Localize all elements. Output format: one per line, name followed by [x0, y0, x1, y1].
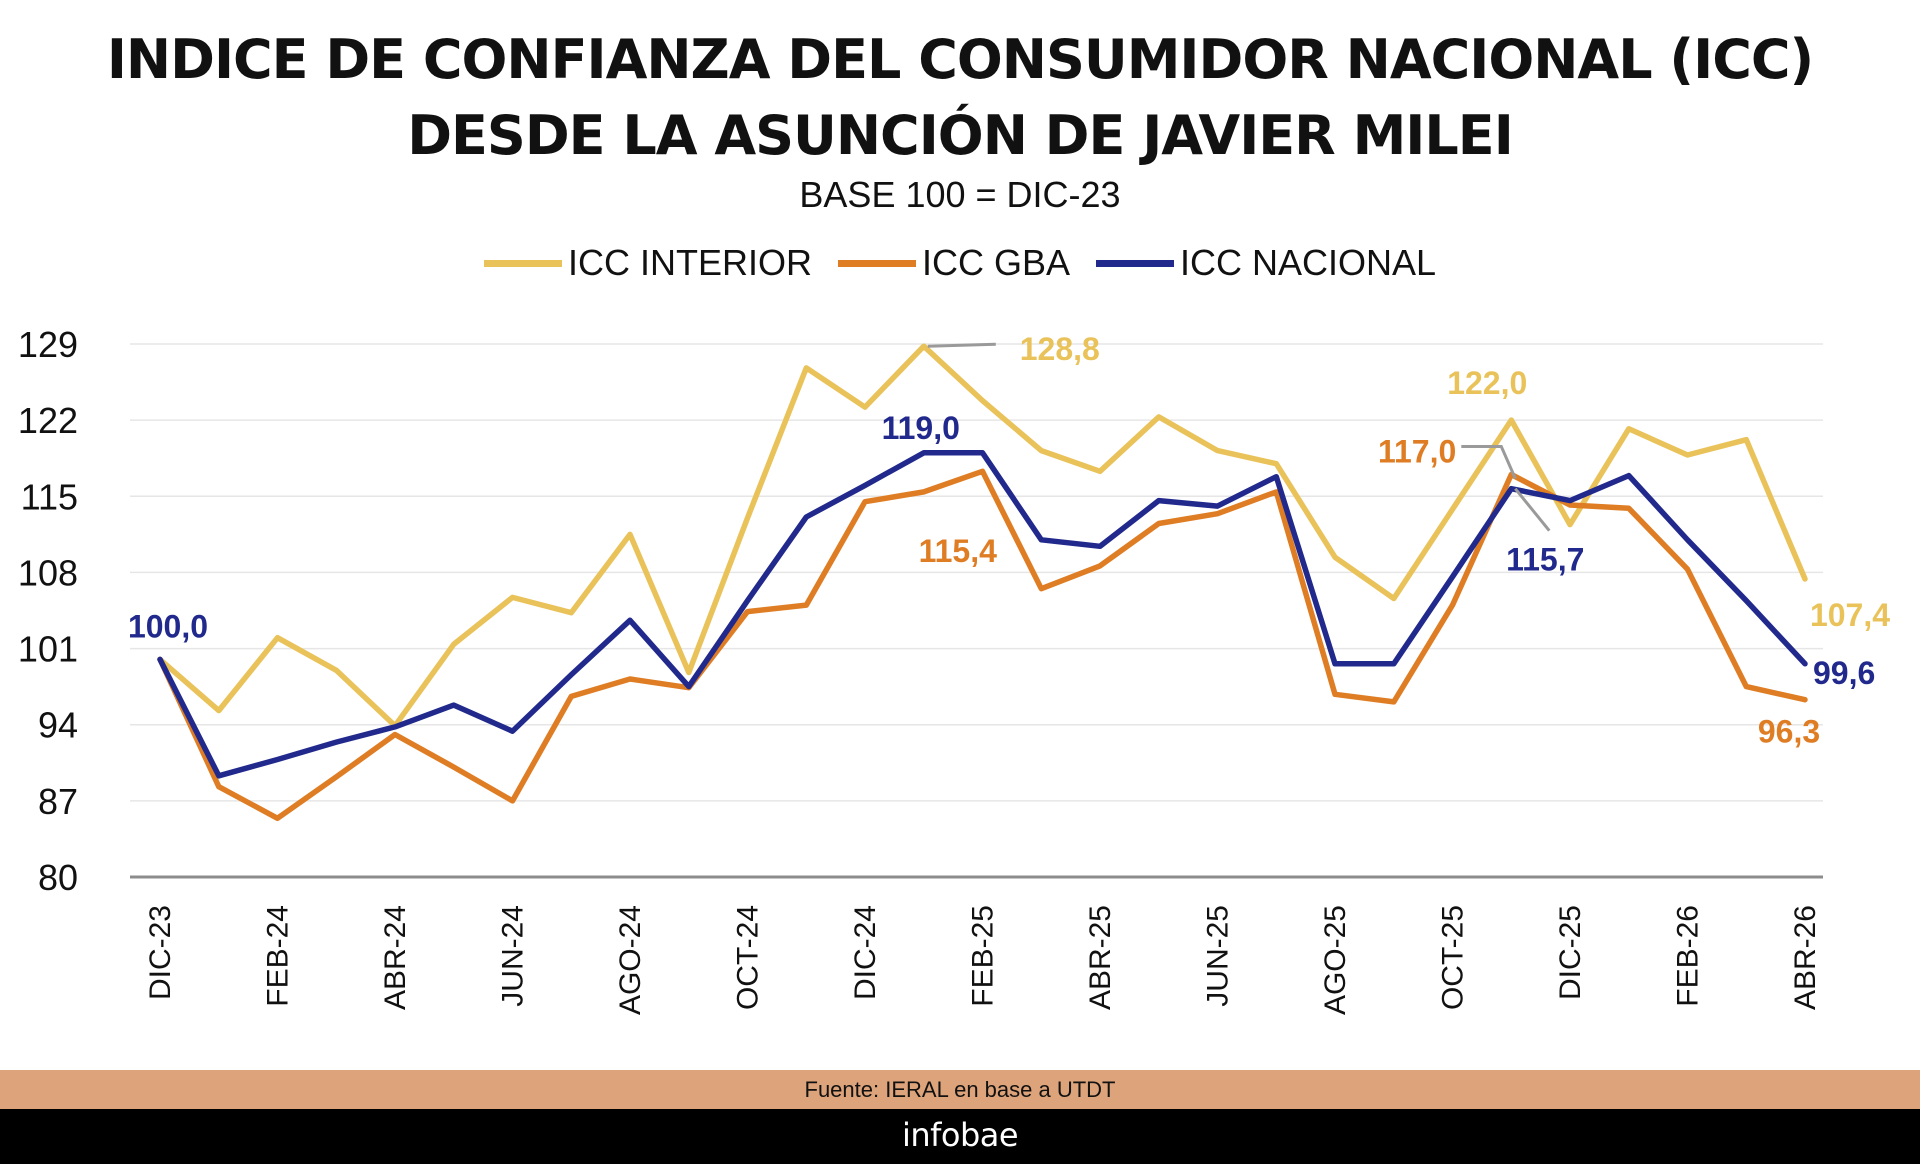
- y-tick-label: 101: [18, 629, 78, 670]
- line-chart: 80 87 94 101 108 115 122 129 DIC-23 FEB-24 ABR-24 J…: [18, 324, 1890, 1015]
- source-text: Fuente: IERAL en base a UTDT: [804, 1077, 1116, 1102]
- x-tick-label: ABR-25: [1084, 905, 1117, 1010]
- series-line-icc-interior: [157, 343, 1808, 729]
- data-label-icc-nacional: 119,0: [882, 410, 960, 446]
- legend-label-nacional: ICC NACIONAL: [1180, 242, 1437, 283]
- data-label-icc-interior: 107,4: [1810, 597, 1890, 633]
- legend-swatch-nacional: [1096, 259, 1174, 267]
- data-label-icc-nacional: 99,6: [1813, 655, 1875, 691]
- series-line-icc-gba: [157, 468, 1808, 822]
- y-tick-label: 122: [18, 400, 78, 441]
- x-tick-label: JUN-24: [497, 905, 530, 1007]
- x-tick-label: DIC-23: [144, 905, 177, 1000]
- brand-logo: infobae: [901, 1116, 1019, 1154]
- data-label-icc-nacional: 115,7: [1506, 542, 1584, 578]
- title-line-1: INDICE DE CONFIANZA DEL CONSUMIDOR NACIO…: [106, 28, 1814, 91]
- legend-label-gba: ICC GBA: [921, 242, 1070, 283]
- data-label-icc-interior: 128,8: [1020, 331, 1100, 367]
- x-tick-label: DIC-25: [1554, 905, 1587, 1000]
- legend-item-interior: ICC INTERIOR: [483, 242, 812, 284]
- x-tick-label: AGO-25: [1319, 905, 1352, 1015]
- legend-swatch-gba: [837, 259, 916, 267]
- y-tick-label: 129: [18, 324, 78, 365]
- x-tick-label: JUN-25: [1202, 905, 1235, 1007]
- x-tick-label: OCT-25: [1437, 905, 1470, 1010]
- legend-label-interior: ICC INTERIOR: [567, 242, 812, 283]
- legend-item-nacional: ICC NACIONAL: [1096, 242, 1436, 284]
- annotation-leader-line: [1514, 487, 1551, 532]
- source-bar: Fuente: IERAL en base a UTDT: [0, 1070, 1920, 1109]
- series-line-icc-nacional: [157, 450, 1808, 779]
- legend-item-gba: ICC GBA: [837, 242, 1070, 284]
- brand-footer: infobae: [0, 1109, 1920, 1164]
- data-label-icc-gba: 117,0: [1378, 434, 1456, 470]
- title-line-2: DESDE LA ASUNCIÓN DE JAVIER MILEI: [407, 104, 1514, 167]
- x-tick-label: FEB-26: [1672, 905, 1705, 1007]
- data-label-icc-interior: 122,0: [1447, 365, 1527, 401]
- y-tick-label: 115: [21, 476, 78, 517]
- data-label-icc-gba: 96,3: [1758, 714, 1820, 750]
- y-tick-label: 87: [38, 781, 78, 822]
- chart-subtitle: BASE 100 = DIC-23: [799, 174, 1121, 215]
- x-tick-label: ABR-24: [379, 905, 412, 1010]
- x-tick-label: FEB-24: [262, 905, 295, 1007]
- x-tick-label: ABR-26: [1789, 905, 1822, 1010]
- annotation-leader-line: [1461, 445, 1517, 480]
- x-tick-label: FEB-25: [967, 905, 1000, 1007]
- data-label-icc-gba: 115,4: [919, 533, 998, 569]
- y-tick-label: 108: [18, 552, 78, 593]
- legend-swatch-interior: [483, 259, 562, 267]
- chart-title: INDICE DE CONFIANZA DEL CONSUMIDOR NACIO…: [0, 22, 1920, 174]
- data-label-icc-nacional: 100,0: [128, 608, 208, 644]
- x-tick-label: DIC-24: [849, 905, 882, 1000]
- chart-legend: ICC INTERIOR ICC GBA ICC NACIONAL: [0, 242, 1920, 284]
- x-tick-label: OCT-24: [732, 905, 765, 1010]
- y-tick-label: 94: [38, 705, 78, 746]
- y-tick-label: 80: [38, 857, 78, 898]
- x-tick-label: AGO-24: [614, 905, 647, 1015]
- annotation-leader-line: [927, 342, 996, 348]
